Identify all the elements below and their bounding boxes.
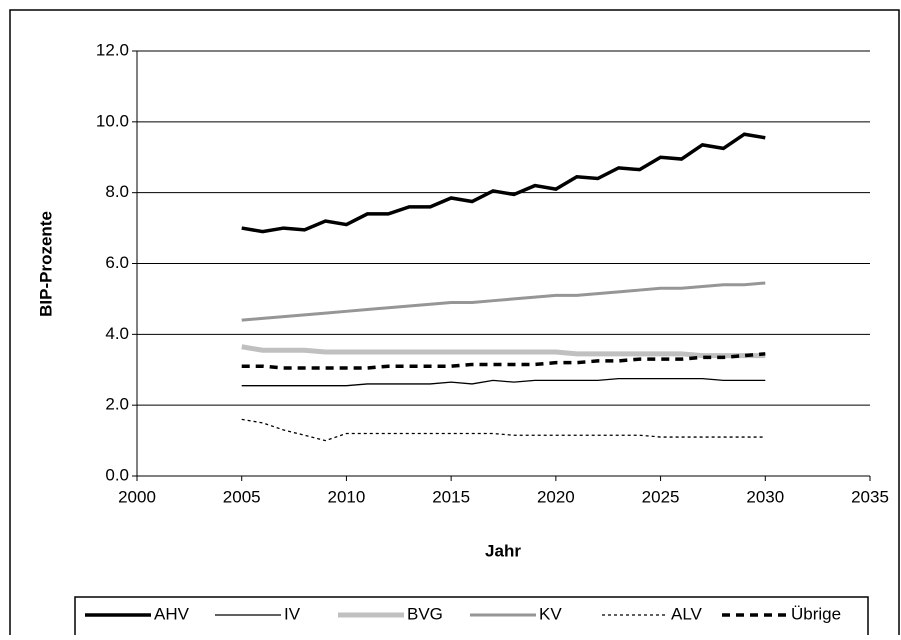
x-tick-label: 2020	[537, 487, 575, 506]
y-tick-label: 10.0	[96, 111, 129, 130]
legend-box	[74, 596, 869, 640]
x-tick-label: 2005	[223, 487, 261, 506]
y-tick-label: 4.0	[105, 324, 129, 343]
y-tick-label: 8.0	[105, 182, 129, 201]
legend-label: AHV	[154, 604, 190, 623]
x-axis-label: Jahr	[485, 541, 521, 560]
y-tick-label: 12.0	[96, 40, 129, 59]
chart-border	[9, 9, 900, 640]
x-tick-label: 2000	[118, 487, 156, 506]
x-tick-label: 2015	[432, 487, 470, 506]
x-tick-label: 2030	[746, 487, 784, 506]
legend-label: Übrige	[791, 604, 841, 623]
series-line	[241, 281, 766, 322]
legend-label: BVG	[407, 604, 443, 623]
x-tick-label: 2035	[851, 487, 889, 506]
series-line	[241, 377, 766, 387]
x-tick-label: 2010	[328, 487, 366, 506]
series-line	[241, 418, 766, 442]
series-line	[241, 352, 766, 370]
y-tick-label: 6.0	[105, 253, 129, 272]
legend-label: ALV	[671, 604, 703, 623]
series-line	[241, 132, 766, 234]
y-axis-label: BIP-Prozente	[36, 211, 55, 317]
series-line	[241, 344, 766, 359]
legend-label: IV	[284, 604, 301, 623]
y-tick-label: 0.0	[105, 465, 129, 484]
y-tick-label: 2.0	[105, 395, 129, 414]
legend-label: KV	[539, 604, 562, 623]
x-tick-label: 2025	[642, 487, 680, 506]
